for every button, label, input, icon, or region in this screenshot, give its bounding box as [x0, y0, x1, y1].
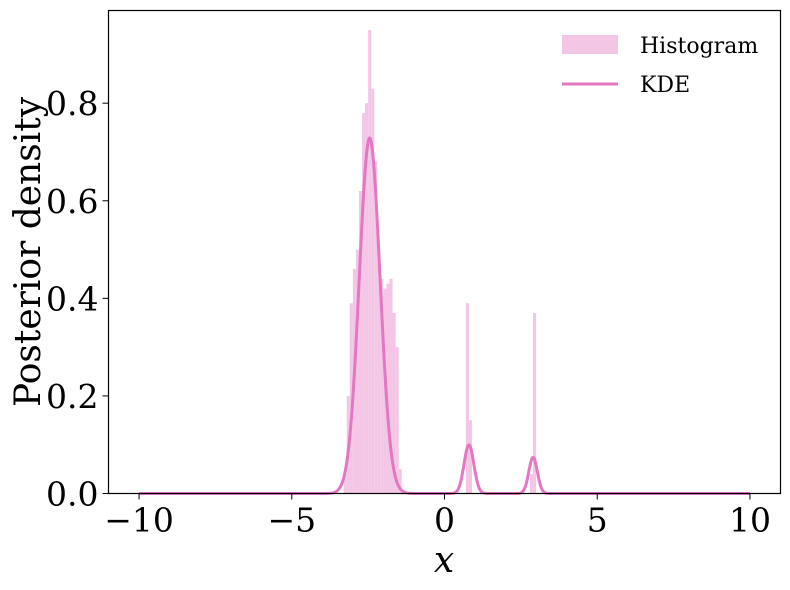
- histogram-bar-4: [355, 249, 359, 494]
- legend: Histogram KDE: [562, 34, 758, 98]
- plot-area: [107, 9, 782, 495]
- histogram-bars: [343, 30, 537, 494]
- histogram-bar-15: [389, 278, 393, 494]
- y-tick-label: 0.2: [46, 377, 98, 416]
- y-tick-label: 0.6: [46, 182, 98, 221]
- histogram-bar-22: [533, 312, 537, 494]
- legend-histogram-swatch: [562, 35, 618, 54]
- histogram-bar-11: [377, 249, 381, 494]
- x-axis-label: x: [434, 540, 454, 581]
- y-tick-label: 0.8: [46, 84, 98, 123]
- histogram-bar-21: [530, 473, 534, 494]
- y-tick-label: 0.0: [46, 475, 98, 514]
- histogram-bar-17: [395, 347, 399, 494]
- histogram-bar-8: [368, 30, 372, 494]
- histogram-bar-10: [374, 161, 378, 494]
- legend-histogram-label: Histogram: [640, 34, 758, 59]
- histogram-bar-0: [343, 473, 347, 494]
- histogram-bar-20: [468, 420, 472, 494]
- legend-kde-label: KDE: [640, 73, 690, 98]
- x-tick-label: −5: [267, 501, 316, 540]
- histogram-bar-7: [365, 103, 369, 494]
- x-tick-label: −10: [104, 501, 174, 540]
- y-axis-label: Posterior density: [8, 96, 49, 407]
- histogram-bar-18: [398, 469, 402, 494]
- x-tick-label: 0: [434, 501, 455, 540]
- x-axis-ticks: −10 −5 0 5 10: [104, 493, 771, 540]
- kde-line: [138, 136, 751, 495]
- histogram-bar-16: [392, 312, 396, 494]
- y-tick-label: 0.4: [46, 279, 98, 318]
- histogram-bar-12: [380, 278, 384, 494]
- histogram-bar-6: [362, 112, 366, 494]
- histogram-bar-5: [358, 191, 363, 494]
- y-axis-ticks: 0.0 0.2 0.4 0.6 0.8: [46, 84, 109, 514]
- histogram-bar-9: [371, 88, 375, 494]
- x-tick-label: 5: [587, 501, 608, 540]
- histogram-bar-19: [465, 303, 469, 494]
- x-tick-label: 10: [729, 501, 771, 540]
- histogram-bar-14: [386, 283, 390, 494]
